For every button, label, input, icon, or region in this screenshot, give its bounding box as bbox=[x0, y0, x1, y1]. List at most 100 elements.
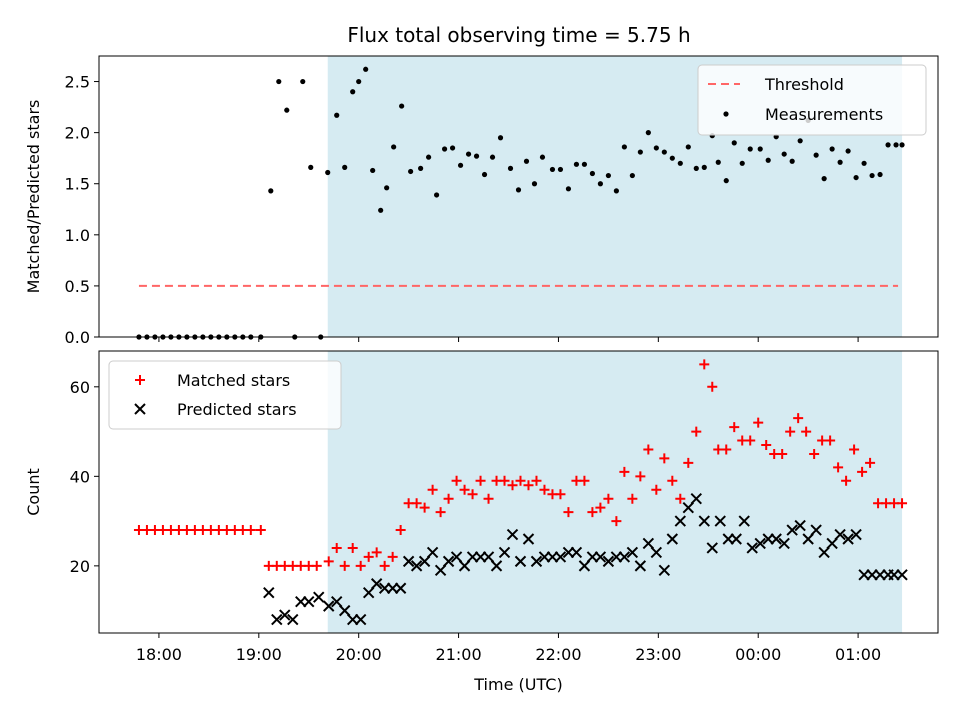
measurement-point bbox=[384, 185, 390, 191]
predicted-point bbox=[850, 528, 862, 541]
measurement-point bbox=[885, 142, 891, 148]
measurement-point bbox=[497, 135, 504, 141]
legend-matched-swatch bbox=[135, 375, 145, 385]
measurement-point bbox=[356, 78, 362, 85]
matched-point bbox=[387, 551, 398, 562]
measurement-point bbox=[473, 153, 480, 159]
x-tick-label: 21:00 bbox=[436, 645, 482, 664]
predicted-point bbox=[522, 533, 535, 545]
matched-point bbox=[833, 462, 844, 473]
matched-point bbox=[659, 453, 670, 464]
measurement-point bbox=[813, 152, 819, 158]
predicted-point bbox=[271, 613, 283, 626]
x-axis-label: Time (UTC) bbox=[473, 675, 562, 694]
predicted-point bbox=[602, 555, 615, 568]
predicted-point bbox=[730, 533, 742, 545]
measurement-point bbox=[581, 161, 588, 167]
matched-point bbox=[311, 560, 322, 571]
predicted-point bbox=[810, 524, 822, 536]
matched-point bbox=[371, 547, 382, 558]
measurement-point bbox=[605, 172, 611, 179]
measurement-point bbox=[893, 142, 899, 148]
measurement-point bbox=[701, 164, 707, 170]
measurement-point bbox=[449, 145, 456, 151]
predicted-point bbox=[658, 564, 671, 577]
matched-point bbox=[611, 516, 622, 527]
matched-point bbox=[555, 489, 566, 500]
measurement-point bbox=[621, 144, 627, 150]
measurement-point bbox=[325, 169, 331, 176]
predicted-point bbox=[323, 600, 335, 612]
y-tick-label: 0.5 bbox=[65, 277, 90, 296]
matched-point bbox=[419, 502, 430, 513]
measurement-point bbox=[391, 144, 397, 150]
predicted-point bbox=[778, 537, 790, 550]
predicted-point bbox=[418, 555, 431, 568]
y-tick-label: 1.5 bbox=[65, 175, 90, 194]
measurement-point bbox=[797, 138, 803, 144]
measurement-point bbox=[334, 112, 340, 118]
legend-matched-label: Matched stars bbox=[177, 371, 290, 390]
measurement-point bbox=[342, 164, 348, 170]
matched-point bbox=[651, 484, 662, 495]
predicted-point bbox=[450, 551, 463, 563]
matched-point bbox=[347, 542, 358, 553]
predicted-point bbox=[746, 542, 758, 554]
y-tick-label: 60 bbox=[70, 378, 90, 397]
measurement-point bbox=[465, 151, 472, 157]
predicted-point bbox=[642, 537, 655, 550]
matched-point bbox=[523, 480, 534, 491]
predicted-point bbox=[458, 560, 471, 572]
predicted-point bbox=[578, 560, 591, 572]
x-tick-label: 00:00 bbox=[735, 645, 781, 664]
predicted-point bbox=[650, 546, 663, 559]
measurement-point bbox=[861, 160, 867, 166]
predicted-point bbox=[514, 555, 527, 568]
predicted-point bbox=[313, 591, 325, 603]
legend-predicted-swatch bbox=[134, 403, 146, 415]
matched-point bbox=[363, 551, 374, 562]
measurement-point bbox=[300, 78, 306, 85]
predicted-point bbox=[362, 587, 375, 599]
measurement-point bbox=[853, 174, 859, 181]
measurement-point bbox=[363, 66, 369, 72]
matched-point bbox=[475, 475, 486, 486]
measurement-point bbox=[531, 181, 538, 187]
measurement-point bbox=[507, 165, 514, 171]
matched-point bbox=[603, 493, 614, 504]
predicted-point bbox=[434, 564, 447, 577]
matched-point bbox=[427, 484, 438, 495]
x-tick-label: 22:00 bbox=[535, 645, 581, 664]
measurement-point bbox=[829, 146, 835, 152]
measurement-point bbox=[589, 170, 596, 177]
measurement-point bbox=[637, 149, 643, 155]
predicted-point bbox=[786, 524, 798, 536]
y-axis-label: Count bbox=[24, 468, 43, 516]
predicted-point bbox=[634, 560, 647, 572]
y-tick-label: 2.0 bbox=[65, 124, 90, 143]
measurement-point bbox=[370, 167, 376, 174]
predicted-point bbox=[794, 519, 806, 532]
matched-point bbox=[667, 475, 678, 486]
measurement-point bbox=[685, 144, 691, 150]
matched-point bbox=[699, 359, 710, 370]
matched-point bbox=[507, 480, 518, 491]
measurement-point bbox=[653, 145, 659, 151]
measurement-point bbox=[399, 103, 405, 109]
predicted-point bbox=[279, 609, 291, 621]
matched-point bbox=[753, 417, 764, 428]
matched-point bbox=[627, 493, 638, 504]
predicted-point bbox=[690, 493, 702, 505]
matched-point bbox=[777, 448, 788, 459]
measurement-point bbox=[597, 181, 604, 187]
predicted-point bbox=[570, 546, 583, 559]
matched-point bbox=[619, 466, 630, 477]
axes-frame bbox=[98, 55, 939, 338]
predicted-point bbox=[490, 560, 503, 572]
axes-frame bbox=[98, 350, 939, 634]
predicted-point bbox=[498, 546, 511, 559]
measurement-point bbox=[723, 178, 729, 184]
legend-threshold-label: Threshold bbox=[764, 75, 844, 94]
matched-point bbox=[729, 422, 740, 433]
